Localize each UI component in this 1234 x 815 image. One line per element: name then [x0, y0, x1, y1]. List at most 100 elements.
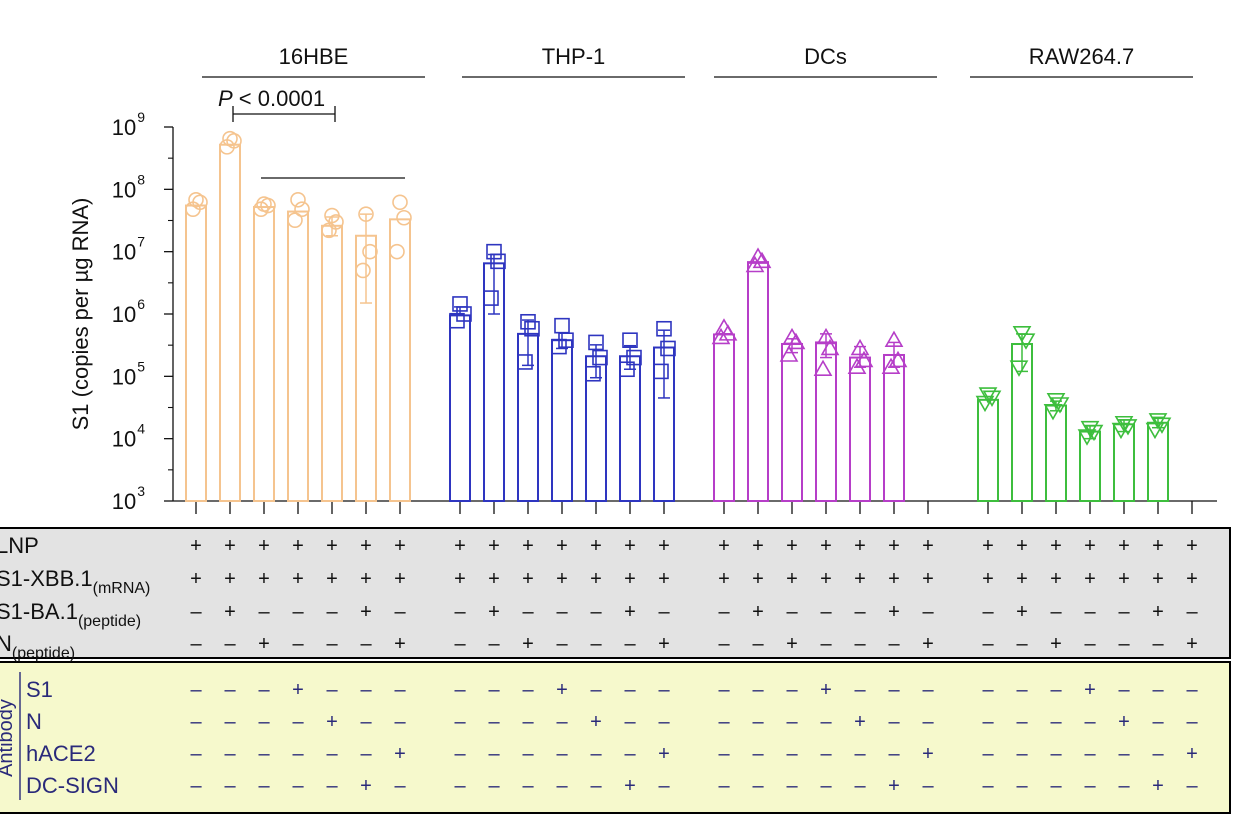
antibody-title: Antibody — [0, 699, 17, 777]
condition-sign: + — [590, 568, 602, 590]
significance-annotation: P < 0.0001 — [218, 86, 405, 179]
antibody-sign: – — [224, 743, 236, 765]
antibody-sign: – — [590, 743, 602, 765]
condition-sign: + — [522, 568, 534, 590]
bar — [781, 343, 803, 502]
antibody-sign: – — [820, 743, 832, 765]
y-tick-exponent: 8 — [137, 171, 145, 187]
antibody-sign: – — [820, 711, 832, 733]
antibody-sign: – — [224, 711, 236, 733]
bar — [619, 355, 641, 502]
antibody-sign: – — [624, 711, 636, 733]
antibody-sign: – — [454, 743, 466, 765]
bar — [287, 210, 309, 503]
condition-sign: + — [718, 568, 730, 590]
condition-sign: + — [718, 535, 730, 557]
condition-sign: + — [454, 568, 466, 590]
data-point-triangle-up — [786, 332, 806, 350]
p-value-label: P < 0.0001 — [218, 86, 325, 111]
antibody-sign: – — [624, 743, 636, 765]
antibody-sign: – — [786, 679, 798, 701]
antibody-sign: – — [854, 743, 866, 765]
antibody-sign: – — [922, 679, 934, 701]
condition-sign: + — [326, 535, 338, 557]
antibody-sign: – — [1118, 679, 1130, 701]
conditions-panel — [0, 527, 1231, 659]
antibody-sign: – — [854, 775, 866, 797]
condition-sign: + — [922, 633, 934, 655]
data-point-triangle-down — [982, 390, 1002, 407]
condition-sign: + — [1186, 535, 1198, 557]
data-point-square — [588, 334, 604, 351]
condition-sign: – — [624, 633, 636, 655]
bar — [185, 204, 207, 502]
condition-sign: – — [454, 601, 466, 623]
data-point-square — [554, 317, 570, 334]
group-header-label: THP-1 — [542, 44, 606, 69]
group-headers: 16HBE THP-1 DCs RAW264.7 — [202, 44, 1193, 78]
antibody-sign: – — [1050, 679, 1062, 701]
antibody-sign: – — [454, 679, 466, 701]
bar — [1113, 423, 1135, 502]
data-point-triangle-down — [1043, 403, 1063, 421]
y-axis-title: S1 (copies per µg RNA) — [68, 198, 93, 431]
antibody-sign: – — [658, 711, 670, 733]
condition-sign: – — [224, 633, 236, 655]
condition-sign: + — [522, 535, 534, 557]
antibody-sign: – — [488, 775, 500, 797]
condition-sign: + — [190, 568, 202, 590]
condition-sign: + — [1118, 535, 1130, 557]
data-point-square — [656, 320, 672, 337]
condition-sign: – — [1084, 633, 1096, 655]
bar — [849, 356, 871, 502]
antibody-sign: – — [752, 711, 764, 733]
condition-sign: + — [752, 568, 764, 590]
antibody-sign: + — [888, 775, 900, 797]
condition-sign: – — [454, 633, 466, 655]
condition-sign: – — [786, 601, 798, 623]
group-header-label: 16HBE — [279, 44, 349, 69]
antibody-sign: – — [718, 775, 730, 797]
antibody-sign: – — [820, 775, 832, 797]
data-point-triangle-up — [779, 345, 799, 362]
condition-sign: + — [786, 568, 798, 590]
antibody-sign: – — [718, 711, 730, 733]
condition-sign: – — [394, 601, 406, 623]
antibody-sign: – — [1016, 743, 1028, 765]
antibody-sign: – — [1186, 679, 1198, 701]
condition-sign: – — [292, 601, 304, 623]
antibody-sign: – — [190, 711, 202, 733]
condition-sign: + — [922, 535, 934, 557]
condition-row-subscript: (mRNA) — [93, 580, 151, 597]
condition-sign: + — [1084, 568, 1096, 590]
condition-sign: + — [854, 568, 866, 590]
condition-row-subscript: (peptide) — [78, 613, 141, 630]
condition-sign: + — [658, 535, 670, 557]
antibody-row-label: N — [26, 709, 42, 734]
condition-sign: – — [982, 601, 994, 623]
bars-layer — [185, 130, 1172, 503]
condition-sign: + — [752, 535, 764, 557]
antibody-sign: – — [590, 775, 602, 797]
antibody-row-label: S1 — [26, 677, 53, 702]
antibody-sign: – — [1152, 711, 1164, 733]
condition-sign: – — [820, 633, 832, 655]
antibody-sign: + — [624, 775, 636, 797]
condition-sign: + — [292, 568, 304, 590]
antibody-sign: – — [1152, 679, 1164, 701]
data-point-square — [585, 365, 601, 382]
condition-sign: – — [922, 601, 934, 623]
data-point-circle — [358, 206, 374, 222]
condition-sign: – — [326, 633, 338, 655]
condition-sign: – — [556, 601, 568, 623]
data-point-triangle-up — [854, 350, 874, 368]
antibody-sign: – — [360, 743, 372, 765]
antibody-sign: – — [360, 711, 372, 733]
antibody-sign: + — [394, 743, 406, 765]
y-tick-exponent: 4 — [137, 421, 145, 437]
condition-sign: – — [752, 633, 764, 655]
condition-sign: + — [488, 568, 500, 590]
data-point-triangle-up — [714, 318, 734, 335]
condition-sign: + — [658, 568, 670, 590]
